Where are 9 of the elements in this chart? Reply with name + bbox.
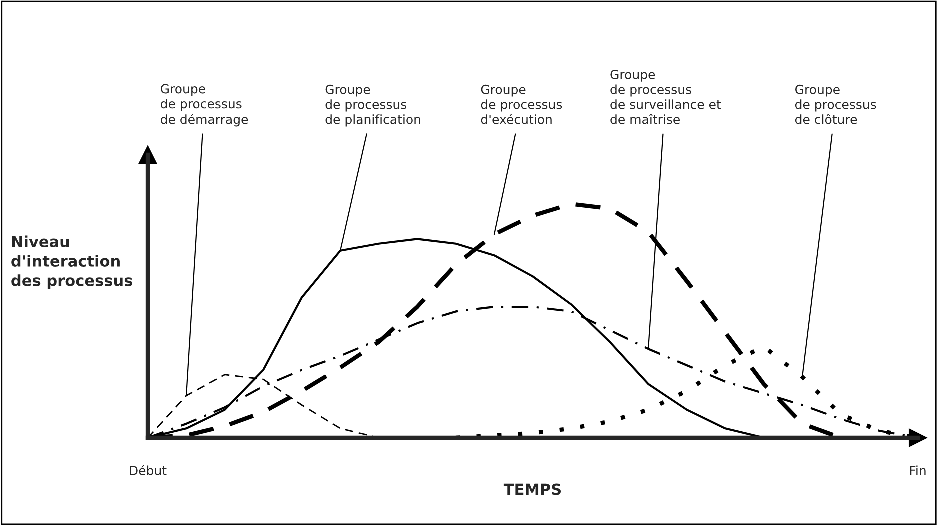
text: Groupe de processus de surveillance et de maîtrise	[610, 70, 722, 124]
text: Groupe de processus de démarrage	[161, 84, 248, 127]
text: Groupe de processus de clôture	[795, 84, 876, 124]
text: Groupe de processus d'exécution	[481, 84, 562, 124]
x-tick-label: Début	[130, 465, 167, 476]
x-tick-label: Fin	[910, 466, 926, 476]
text: Groupe de processus de planification	[326, 84, 420, 127]
x-axis-title: TEMPS	[504, 484, 562, 496]
y-axis-title: Niveau d'interaction des processus	[12, 236, 132, 290]
